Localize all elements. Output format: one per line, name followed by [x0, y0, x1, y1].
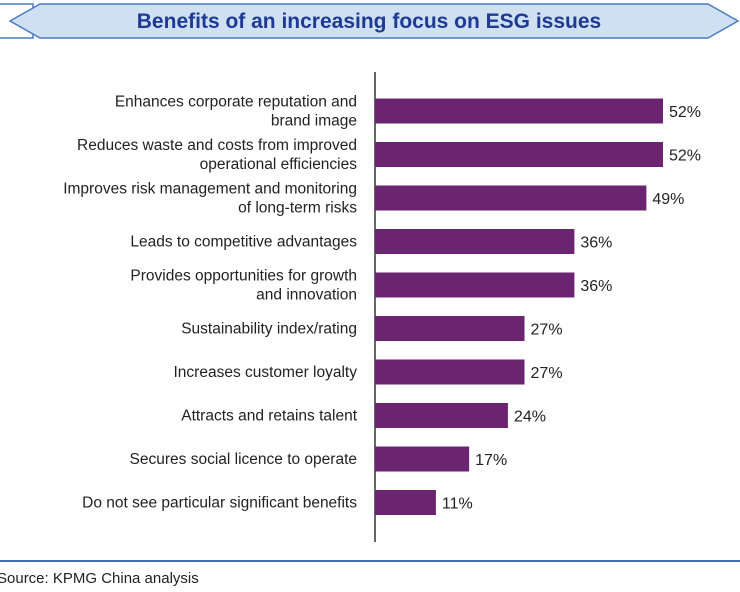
- bar: [375, 446, 470, 472]
- title-banner: Benefits of an increasing focus on ESG i…: [0, 3, 740, 39]
- bar: [375, 98, 663, 124]
- bar-value-label: 52%: [669, 148, 701, 165]
- value-labels-group: 52% 52% 49% 36% 36% 27% 27% 24% 17% 11%: [442, 104, 701, 513]
- bar: [375, 316, 525, 341]
- category-label-line: Improves risk management and monitoring: [63, 181, 357, 198]
- category-label: Leads to competitive advantages: [130, 234, 357, 251]
- category-label-line: Attracts and retains talent: [181, 408, 357, 425]
- category-label: Reduces waste and costs from improved ope…: [77, 137, 357, 173]
- banner-shape: [8, 3, 740, 39]
- category-label: Enhances corporate reputation and brand i…: [115, 94, 357, 130]
- category-label: Increases customer loyalty: [174, 364, 358, 381]
- bar: [375, 359, 525, 385]
- category-label-line: Secures social licence to operate: [130, 451, 357, 468]
- bar-value-label: 36%: [580, 278, 612, 295]
- category-label: Sustainability index/rating: [181, 321, 357, 338]
- chart-title: Benefits of an increasing focus on ESG i…: [137, 10, 601, 33]
- bar: [375, 403, 508, 428]
- category-label-line: brand image: [271, 113, 357, 130]
- category-label-line: operational efficiencies: [200, 156, 358, 173]
- bar: [375, 490, 436, 515]
- bar-value-label: 24%: [514, 409, 546, 426]
- bar-value-label: 52%: [669, 104, 701, 121]
- category-label: Provides opportunities for growth and inn…: [130, 268, 357, 304]
- bar: [375, 272, 575, 298]
- category-label: Secures social licence to operate: [130, 451, 357, 468]
- bar: [375, 229, 575, 254]
- bar-value-label: 27%: [531, 365, 563, 382]
- category-label-line: of long-term risks: [238, 200, 357, 217]
- category-labels-group: Enhances corporate reputation and brand i…: [63, 94, 357, 512]
- category-label: Improves risk management and monitoring o…: [63, 181, 357, 217]
- category-label-line: Sustainability index/rating: [181, 321, 357, 338]
- bar: [375, 142, 663, 167]
- bar-value-label: 36%: [580, 235, 612, 252]
- bar: [375, 185, 647, 211]
- bars-group: [375, 98, 663, 515]
- category-label-line: Leads to competitive advantages: [130, 234, 357, 251]
- category-label-line: and innovation: [256, 287, 357, 304]
- category-label-line: Enhances corporate reputation and: [115, 94, 357, 111]
- bar-value-label: 11%: [442, 496, 473, 513]
- bar-value-label: 17%: [475, 452, 507, 469]
- bar-value-label: 49%: [652, 191, 684, 208]
- category-label: Do not see particular significant benefi…: [82, 495, 357, 512]
- category-label-line: Do not see particular significant benefi…: [82, 495, 357, 512]
- source-note: Source: KPMG China analysis: [0, 570, 199, 587]
- bar-value-label: 27%: [531, 322, 563, 339]
- category-label-line: Provides opportunities for growth: [130, 268, 357, 285]
- category-label: Attracts and retains talent: [181, 408, 357, 425]
- category-label-line: Increases customer loyalty: [174, 364, 358, 381]
- category-label-line: Reduces waste and costs from improved: [77, 137, 357, 154]
